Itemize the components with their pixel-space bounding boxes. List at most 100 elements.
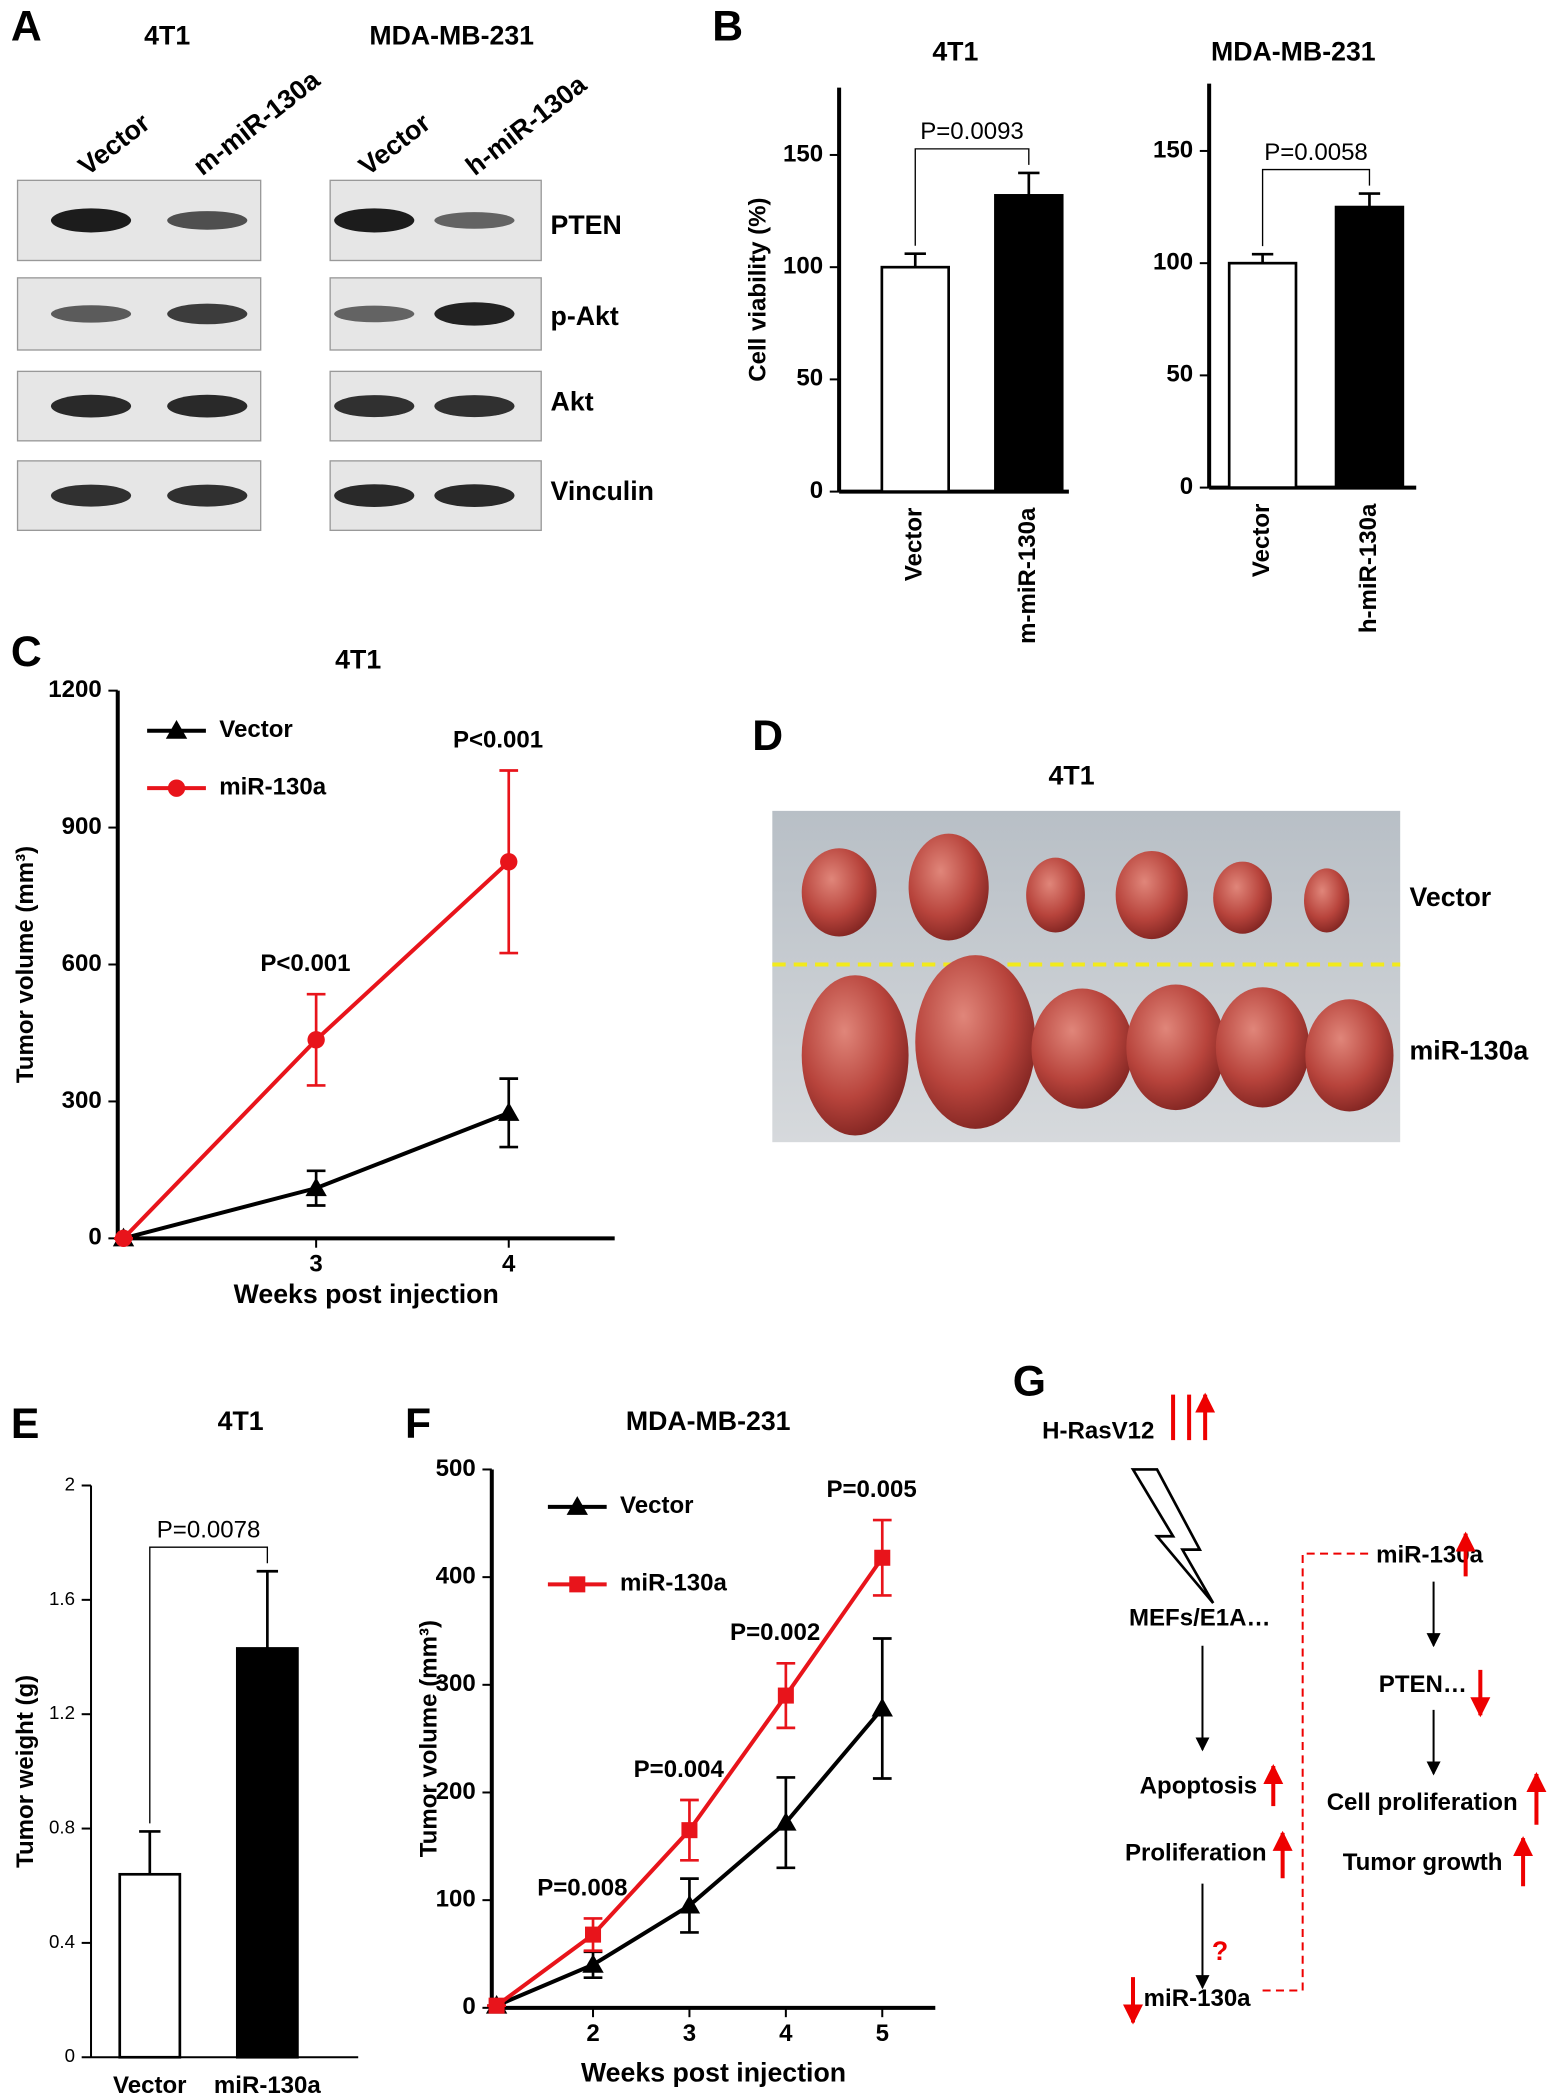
marker xyxy=(498,1102,520,1121)
marker xyxy=(305,1177,327,1197)
panel-label: G xyxy=(1013,1357,1046,1405)
bracket xyxy=(914,148,1030,246)
marker xyxy=(307,1031,325,1049)
y-tick-label: 150 xyxy=(783,140,823,167)
bracket xyxy=(149,1546,269,1824)
y-tick-label: 50 xyxy=(796,365,823,392)
annotation: P=0.008 xyxy=(537,1874,627,1901)
marker xyxy=(500,853,518,871)
blot-band xyxy=(434,302,515,326)
blot-band xyxy=(167,394,248,418)
x-axis-label: Weeks post injection xyxy=(581,2058,846,2088)
annotation: P=0.0093 xyxy=(920,118,1024,145)
y-tick-label: 0.8 xyxy=(49,1816,75,1837)
annotation: P<0.001 xyxy=(453,726,543,753)
blot-band xyxy=(50,394,132,418)
marker xyxy=(871,1697,893,1717)
tumor xyxy=(1213,861,1272,934)
legend-label: Vector xyxy=(219,716,292,743)
blot-band xyxy=(434,212,515,229)
tumor xyxy=(1115,850,1188,940)
y-tick-label: 300 xyxy=(436,1670,476,1697)
x-tick-label: miR-130a xyxy=(214,2072,321,2099)
blot-band xyxy=(50,305,132,323)
x-axis-label: Weeks post injection xyxy=(234,1279,499,1309)
node: Apoptosis xyxy=(1140,1773,1257,1800)
blot-row-label: PTEN xyxy=(551,210,622,240)
y-axis-label: Tumor volume (mm³) xyxy=(416,1620,443,1857)
lane-label: Vector xyxy=(353,107,436,181)
blot-row-label: Akt xyxy=(551,386,594,416)
annotation: P=0.0078 xyxy=(157,1517,261,1544)
y-tick-label: 0.4 xyxy=(49,1931,75,1952)
tumor xyxy=(1304,868,1350,933)
blot-band xyxy=(334,208,415,233)
blot-band xyxy=(167,484,248,507)
node: Tumor growth xyxy=(1343,1849,1503,1876)
tumor xyxy=(1126,984,1226,1111)
x-tick-label: 3 xyxy=(309,1250,322,1277)
lane-label: Vector xyxy=(73,107,156,181)
annotation: P=0.002 xyxy=(730,1619,820,1646)
tumor xyxy=(908,833,989,941)
tumor xyxy=(801,848,877,937)
y-tick-label: 0 xyxy=(1180,473,1193,500)
node: ? xyxy=(1212,1936,1228,1966)
annotation: P=0.004 xyxy=(634,1756,725,1783)
tumor xyxy=(1031,988,1134,1109)
annotation: P=0.0058 xyxy=(1264,139,1368,166)
y-axis-label: Cell viability (%) xyxy=(744,197,771,381)
marker xyxy=(114,1229,133,1248)
legend-label: miR-130a xyxy=(620,1570,727,1597)
blot-row-label: Vinculin xyxy=(551,476,654,506)
bar xyxy=(994,194,1064,493)
tumor xyxy=(915,955,1036,1129)
y-tick-label: 150 xyxy=(1153,136,1193,163)
legend-marker xyxy=(566,1496,588,1515)
y-tick-label: 0 xyxy=(462,1993,475,2020)
blot-band xyxy=(434,395,515,418)
y-axis-label: Tumor volume (mm³) xyxy=(12,846,39,1083)
x-tick-label: 4 xyxy=(779,2020,793,2047)
photo-row-label: miR-130a xyxy=(1410,1036,1530,1066)
node: MEFs/E1A… xyxy=(1129,1604,1271,1631)
photo-row-label: Vector xyxy=(1410,882,1492,912)
x-tick-label: 4 xyxy=(502,1250,516,1277)
panel-label: F xyxy=(405,1400,431,1448)
legend-label: miR-130a xyxy=(219,774,326,801)
y-tick-label: 600 xyxy=(62,950,102,977)
lightning xyxy=(1130,1468,1215,1604)
panel-label: B xyxy=(712,3,743,51)
annotation: P=0.005 xyxy=(826,1476,916,1503)
y-tick-label: 100 xyxy=(436,1885,476,1912)
node: H-RasV12 xyxy=(1042,1417,1154,1444)
legend-marker xyxy=(569,1576,586,1593)
x-tick-label: m-miR-130a xyxy=(1014,507,1041,644)
legend-marker xyxy=(167,779,186,797)
blot-band xyxy=(167,303,248,325)
y-tick-label: 0 xyxy=(65,2045,75,2066)
y-tick-label: 1200 xyxy=(48,676,101,703)
y-axis-label: Tumor weight (g) xyxy=(12,1675,39,1868)
y-tick-label: 0 xyxy=(88,1224,101,1251)
bar xyxy=(235,1647,299,2059)
y-tick-label: 1.2 xyxy=(49,1702,75,1723)
marker xyxy=(777,1687,794,1704)
marker xyxy=(681,1822,698,1839)
y-tick-label: 200 xyxy=(436,1778,476,1805)
blot-band xyxy=(50,484,132,507)
y-tick-label: 100 xyxy=(1153,249,1193,276)
tumor xyxy=(1026,857,1085,933)
panel-label: E xyxy=(11,1400,40,1448)
y-tick-label: 50 xyxy=(1166,361,1193,388)
tumor xyxy=(1305,999,1394,1112)
y-tick-label: 2 xyxy=(65,1473,75,1494)
node: Cell proliferation xyxy=(1327,1789,1518,1816)
blot-group-title: 4T1 xyxy=(144,20,190,50)
x-tick-label: 5 xyxy=(876,2020,889,2047)
chart-title: 4T1 xyxy=(218,1406,264,1436)
marker xyxy=(775,1811,797,1831)
bar xyxy=(1227,261,1298,489)
chart-title: 4T1 xyxy=(335,644,381,674)
